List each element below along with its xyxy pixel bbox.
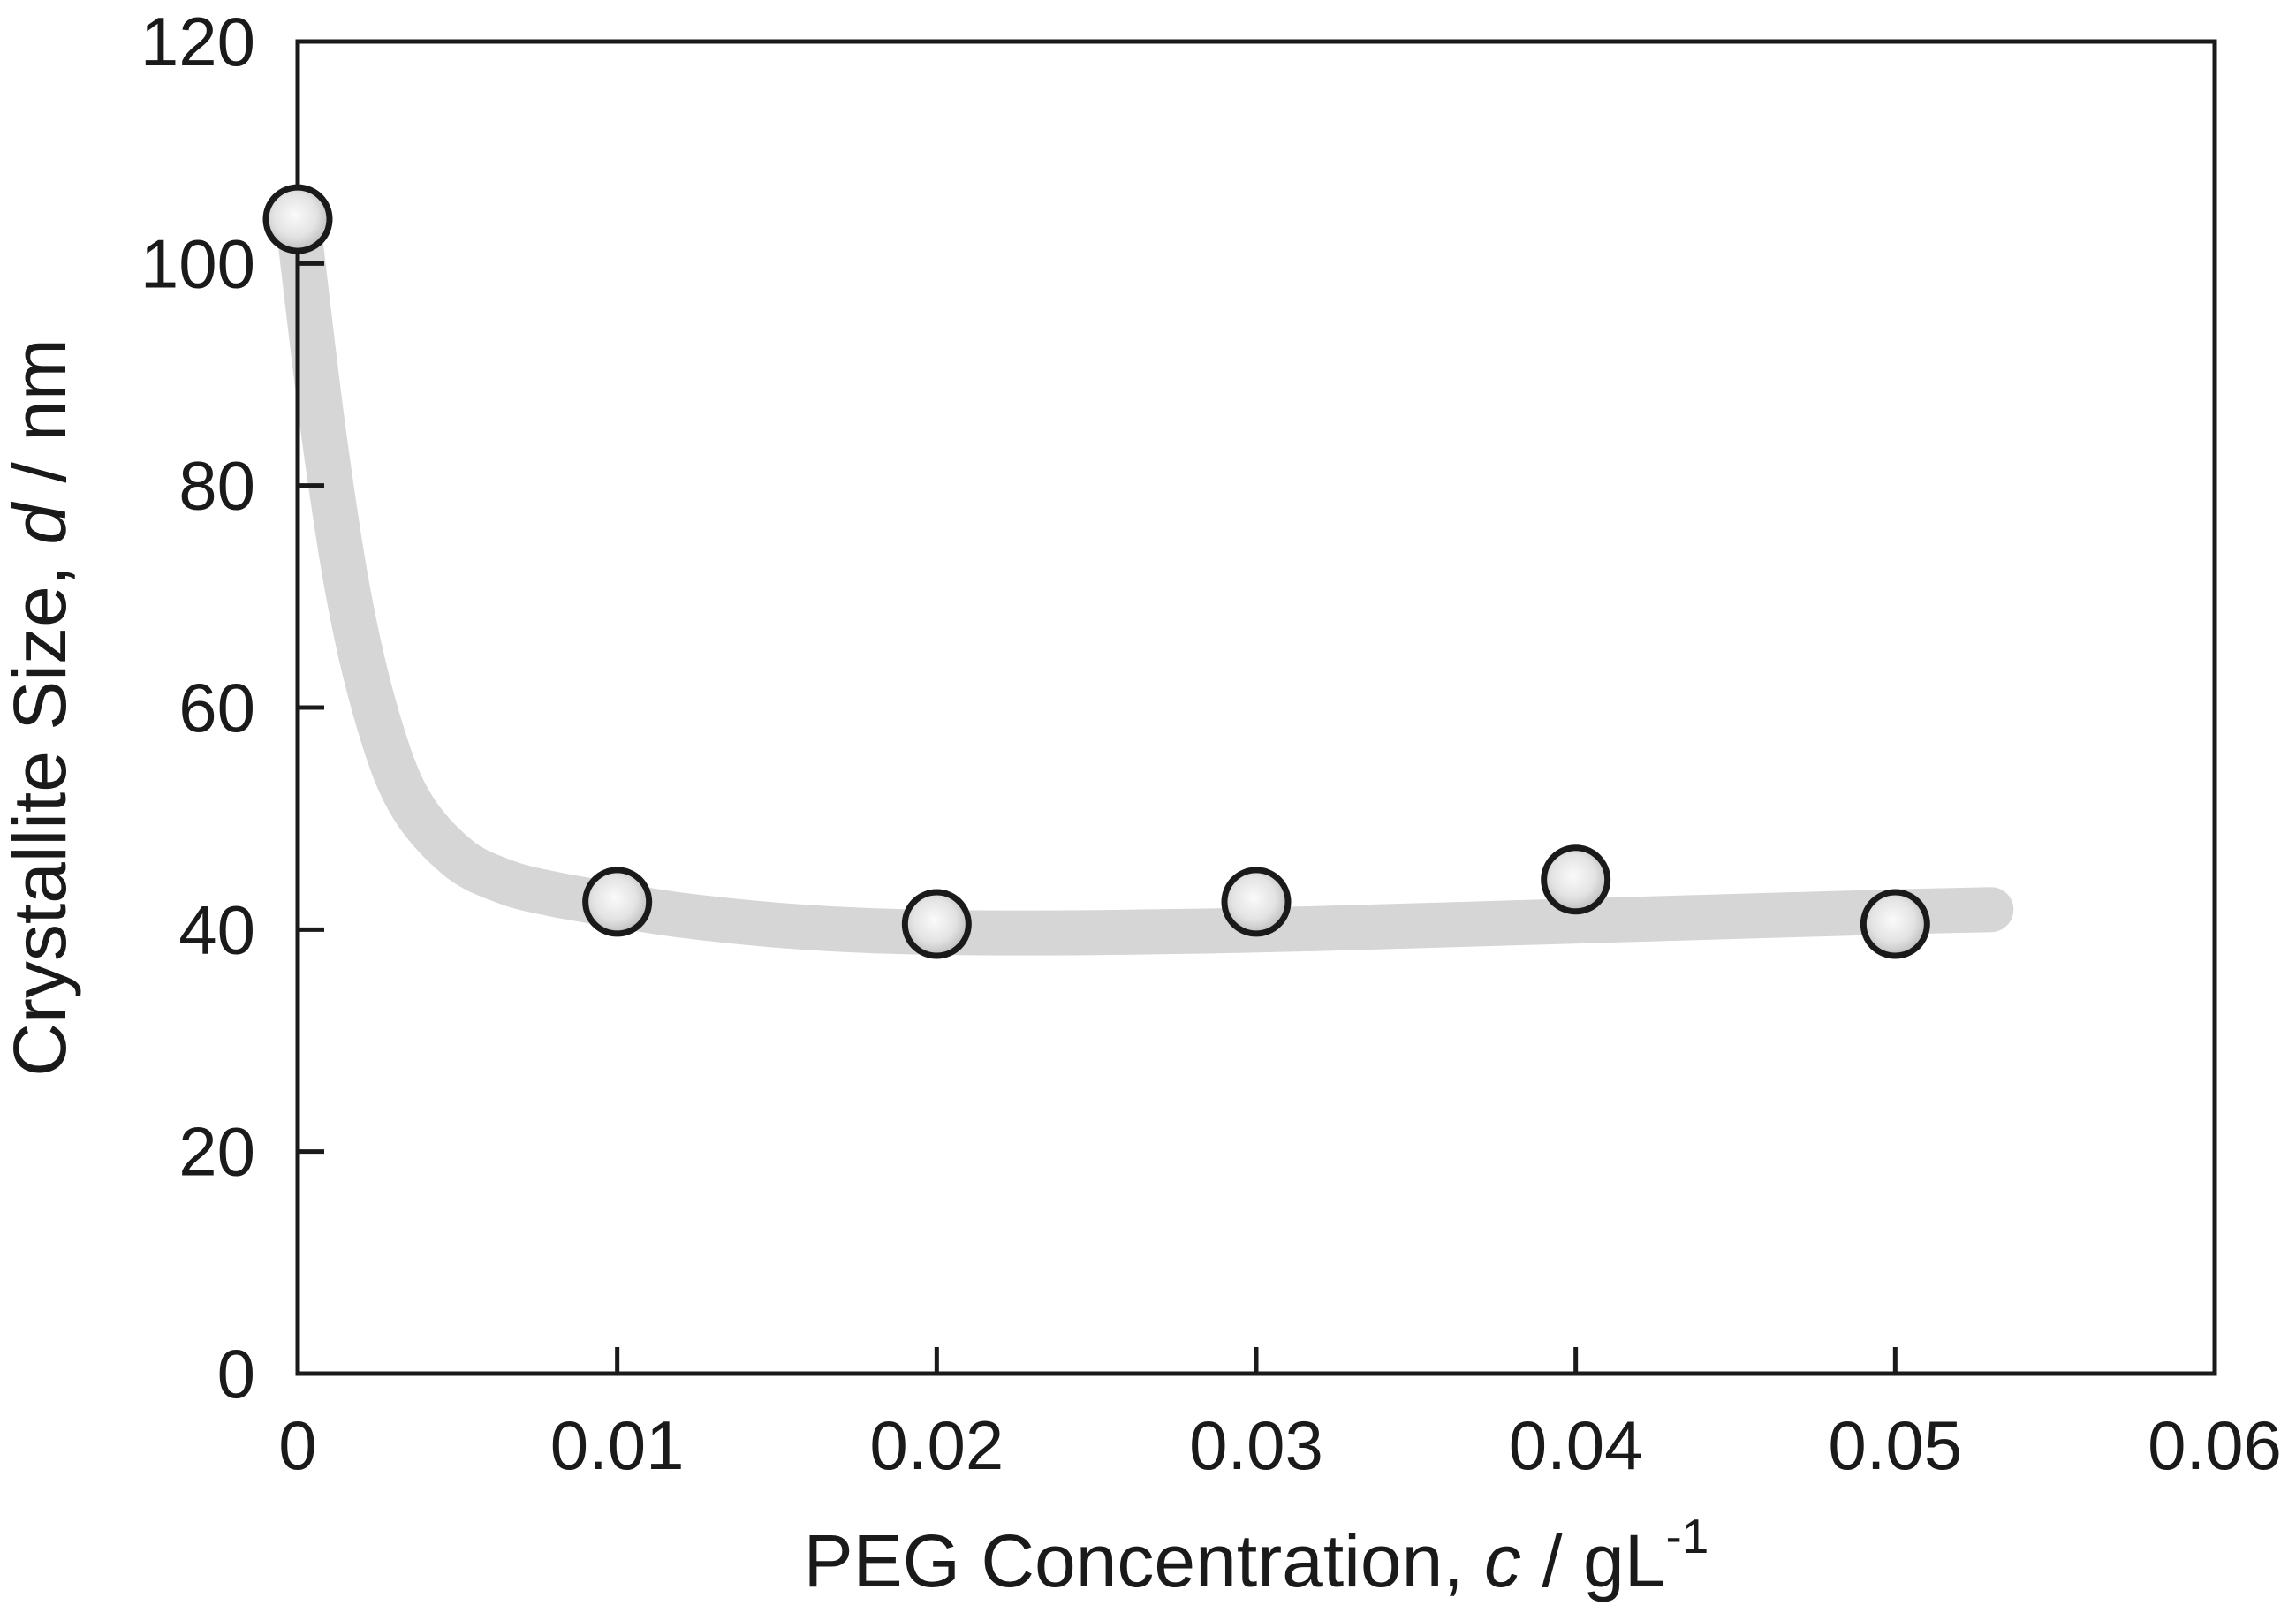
x-tick-label: 0.03 <box>1189 1406 1323 1484</box>
y-tick-label: 20 <box>178 1113 255 1191</box>
y-tick-label: 100 <box>140 224 255 302</box>
x-axis-symbol: c <box>1484 1519 1522 1602</box>
x-tick-label: 0.04 <box>1509 1406 1643 1484</box>
y-tick-label: 80 <box>178 447 255 525</box>
plot-border <box>295 39 2217 1376</box>
x-axis-unit-exponent: -1 <box>1665 1509 1709 1564</box>
y-tick-label: 0 <box>217 1335 255 1412</box>
data-point-marker <box>1221 867 1292 937</box>
x-tick-label: 0.01 <box>550 1406 685 1484</box>
y-tick-label: 40 <box>178 890 255 968</box>
x-axis-unit: / gL <box>1521 1519 1666 1602</box>
trend-line <box>275 196 2014 956</box>
y-tick-label: 120 <box>140 3 255 80</box>
y-axis-title: Crystallite Size, d / nm <box>0 338 81 1077</box>
x-tick-label: 0 <box>278 1406 316 1484</box>
x-tick-label: 0.05 <box>1828 1406 1962 1484</box>
y-axis-unit: / nm <box>0 338 81 504</box>
data-point-marker <box>1541 844 1611 915</box>
x-axis-title: PEG Concentration, c / gL-1 <box>298 1509 2215 1599</box>
x-tick-label: 0.02 <box>869 1406 1004 1484</box>
data-point-marker <box>1860 889 1930 959</box>
y-tick-label: 60 <box>178 669 255 746</box>
data-point-marker <box>901 889 972 959</box>
data-point-marker <box>262 184 333 254</box>
y-axis-symbol: d <box>0 503 81 545</box>
x-tick-label: 0.06 <box>2148 1406 2282 1484</box>
data-point-marker <box>582 867 653 937</box>
y-axis-title-text: Crystallite Size, <box>0 544 81 1077</box>
x-axis-title-text: PEG Concentration, <box>803 1519 1485 1602</box>
